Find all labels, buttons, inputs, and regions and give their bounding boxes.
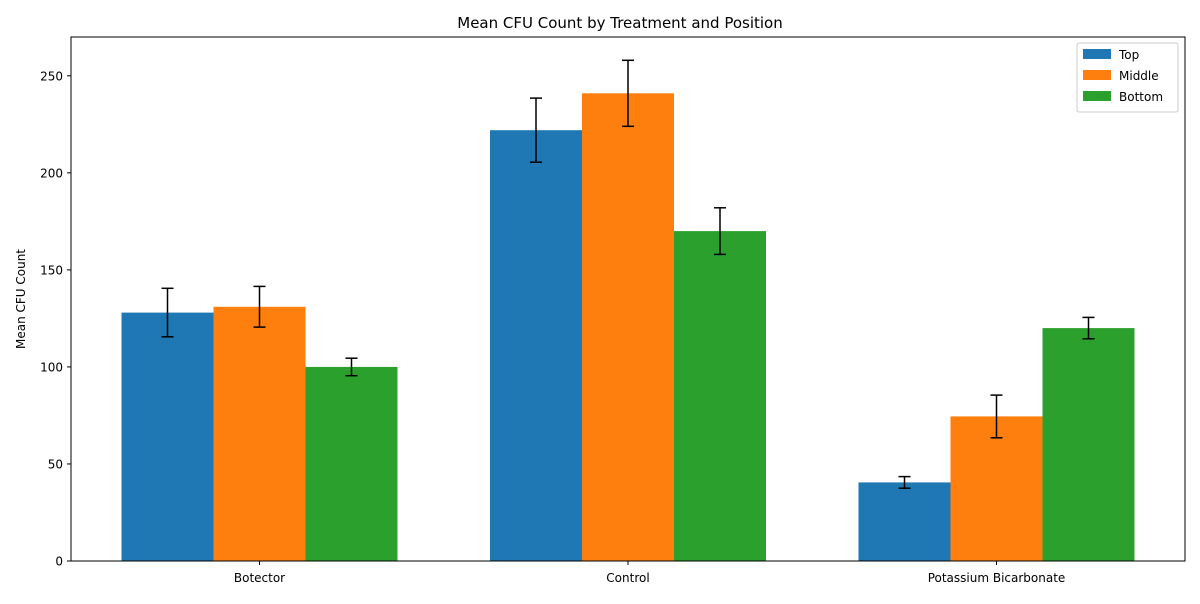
legend: Top Middle Bottom (1076, 42, 1179, 113)
y-tick-label: 100 (40, 360, 63, 374)
error-bar-bottom-0 (345, 357, 358, 377)
y-axis: 0 50 100 150 200 250 (40, 69, 71, 569)
error-bar-top-0 (161, 287, 174, 338)
error-bars-layer (161, 59, 1095, 489)
error-bar-middle-0 (253, 285, 266, 328)
y-tick-label: 0 (55, 555, 63, 569)
y-tick-label: 150 (40, 263, 63, 277)
bar-middle-1 (582, 93, 674, 562)
bar-top-0 (121, 312, 214, 561)
error-bar-top-2 (898, 475, 911, 489)
legend-swatch-bottom (1083, 91, 1111, 101)
error-bar-middle-1 (622, 59, 634, 128)
error-bar-bottom-1 (714, 207, 726, 256)
x-axis: Botector Control Potassium Bicarbonate (234, 561, 1065, 585)
x-tick-label: Control (606, 571, 649, 585)
bar-bottom-1 (674, 231, 766, 561)
bars-layer (121, 93, 1135, 562)
bar-top-1 (490, 130, 582, 561)
y-axis-label: Mean CFU Count (14, 249, 28, 349)
bar-bottom-2 (1042, 328, 1135, 561)
bar-middle-0 (213, 306, 306, 561)
y-tick-label: 200 (40, 166, 63, 180)
x-tick-label: Botector (234, 571, 285, 585)
legend-swatch-top (1083, 49, 1111, 59)
legend-swatch-middle (1083, 70, 1111, 80)
legend-label-bottom: Bottom (1119, 90, 1163, 104)
bar-bottom-0 (305, 366, 398, 561)
bar-middle-2 (950, 416, 1043, 561)
error-bar-bottom-2 (1082, 316, 1095, 340)
y-tick-label: 250 (40, 69, 63, 83)
bar-top-2 (858, 482, 951, 561)
chart-title: Mean CFU Count by Treatment and Position (457, 14, 782, 32)
legend-label-middle: Middle (1119, 69, 1159, 83)
error-bar-middle-2 (990, 394, 1003, 439)
legend-label-top: Top (1118, 48, 1139, 62)
y-tick-label: 50 (48, 457, 63, 471)
plot-frame (70, 36, 1186, 562)
x-tick-label: Potassium Bicarbonate (928, 571, 1066, 585)
error-bar-top-1 (530, 97, 542, 163)
